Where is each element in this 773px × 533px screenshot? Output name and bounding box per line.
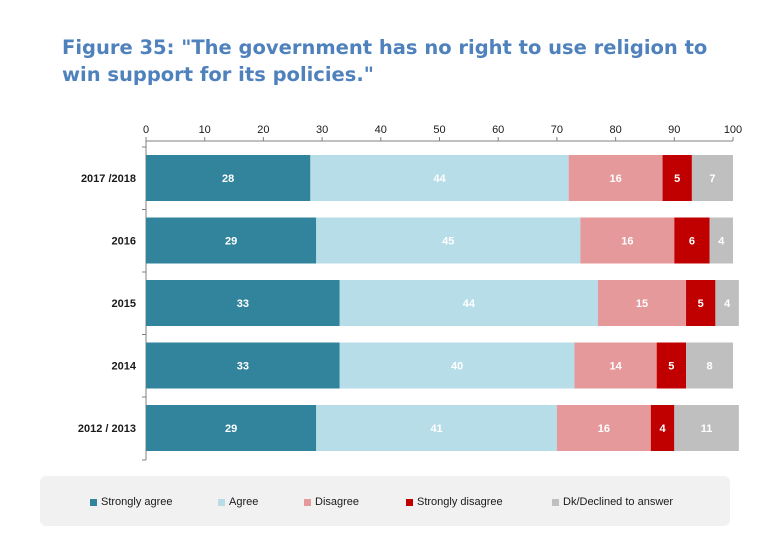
data-label: 5 — [668, 361, 674, 373]
data-label: 4 — [659, 423, 666, 435]
x-tick-label: 10 — [199, 124, 211, 136]
data-label: 4 — [724, 298, 731, 310]
legend-swatch — [304, 498, 311, 506]
bar-segment-disagree — [568, 155, 663, 201]
x-tick-label: 80 — [609, 124, 621, 136]
bar-segment-strongly-agree — [146, 280, 340, 326]
x-tick-label: 40 — [375, 124, 387, 136]
legend-label: Strongly disagree — [417, 496, 503, 508]
legend-item-strongly-disagree: Strongly disagree — [406, 496, 503, 508]
data-label: 14 — [609, 361, 622, 373]
legend-item-strongly-agree: Strongly agree — [90, 496, 173, 508]
data-label: 16 — [598, 423, 610, 435]
bar-segment-disagree — [597, 280, 687, 326]
bar-segment-dk-declined-to-answer — [674, 405, 739, 451]
legend-item-dk-declined-to-answer: Dk/Declined to answer — [552, 496, 673, 508]
x-tick-label: 20 — [257, 124, 269, 136]
bar-segment-dk-declined-to-answer — [691, 155, 733, 201]
data-label: 11 — [701, 423, 713, 435]
bar-segment-agree — [316, 405, 557, 451]
legend-label: Strongly agree — [101, 496, 173, 508]
data-label: 29 — [225, 423, 237, 435]
legend-item-agree: Agree — [218, 496, 258, 508]
category-label: 2017 /2018 — [81, 173, 136, 185]
bar-segment-dk-declined-to-answer — [715, 280, 739, 326]
bar-segment-strongly-disagree — [656, 342, 687, 389]
bar-segment-agree — [316, 217, 581, 264]
bar-segment-strongly-disagree — [686, 280, 716, 326]
bar-segment-disagree — [580, 217, 675, 264]
data-label: 16 — [609, 173, 621, 185]
data-label: 6 — [689, 236, 695, 248]
data-label: 29 — [225, 236, 237, 248]
data-label: 44 — [463, 298, 476, 310]
legend-item-disagree: Disagree — [304, 496, 359, 508]
data-label: 16 — [621, 236, 633, 248]
legend-swatch — [218, 498, 225, 506]
data-label: 45 — [442, 236, 454, 248]
legend-swatch — [406, 498, 413, 506]
category-label: 2016 — [112, 236, 136, 248]
x-tick-label: 30 — [316, 124, 328, 136]
legend-swatch — [552, 498, 559, 506]
x-tick-label: 50 — [433, 124, 445, 136]
data-label: 5 — [674, 173, 680, 185]
legend-label: Disagree — [315, 496, 360, 508]
data-label: 40 — [451, 361, 463, 373]
x-tick-label: 70 — [551, 124, 563, 136]
category-label: 2012 / 2013 — [78, 423, 136, 435]
data-label: 33 — [237, 298, 249, 310]
category-label: 2014 — [112, 361, 137, 373]
bar-segment-strongly-disagree — [650, 405, 675, 451]
bar-segment-agree — [339, 280, 598, 326]
legend-label: Agree — [229, 496, 259, 508]
x-tick-label: 60 — [492, 124, 504, 136]
bar-segment-agree — [310, 155, 569, 201]
bar-segment-disagree — [574, 342, 657, 389]
bar-segment-disagree — [556, 405, 651, 451]
category-label: 2015 — [112, 298, 136, 310]
bar-segment-dk-declined-to-answer — [686, 342, 733, 389]
data-label: 4 — [718, 236, 725, 248]
bar-segment-strongly-agree — [146, 217, 317, 264]
bar-segment-strongly-disagree — [662, 155, 692, 201]
bar-segment-strongly-disagree — [674, 217, 710, 264]
data-label: 41 — [430, 423, 442, 435]
data-label: 33 — [237, 361, 249, 373]
legend-swatch — [90, 498, 97, 506]
bar-segment-strongly-agree — [146, 342, 340, 389]
x-tick-label: 90 — [668, 124, 680, 136]
legend-label: Dk/Declined to answer — [563, 496, 674, 508]
data-label: 7 — [709, 173, 715, 185]
chart-title: Figure 35: "The government has no right … — [62, 36, 708, 86]
chart-legend: Strongly agree Agree Disagree Strongly disa… — [40, 476, 730, 526]
x-tick-label: 100 — [724, 124, 742, 136]
data-label: 5 — [698, 298, 704, 310]
data-label: 44 — [433, 173, 446, 185]
bar-segment-dk-declined-to-answer — [709, 217, 733, 264]
bar-segment-strongly-agree — [146, 405, 317, 451]
x-tick-label: 0 — [143, 124, 149, 136]
bar-segment-agree — [339, 342, 575, 389]
bar-segment-strongly-agree — [146, 155, 311, 201]
data-label: 8 — [706, 361, 712, 373]
data-label: 28 — [222, 173, 234, 185]
data-label: 15 — [636, 298, 648, 310]
